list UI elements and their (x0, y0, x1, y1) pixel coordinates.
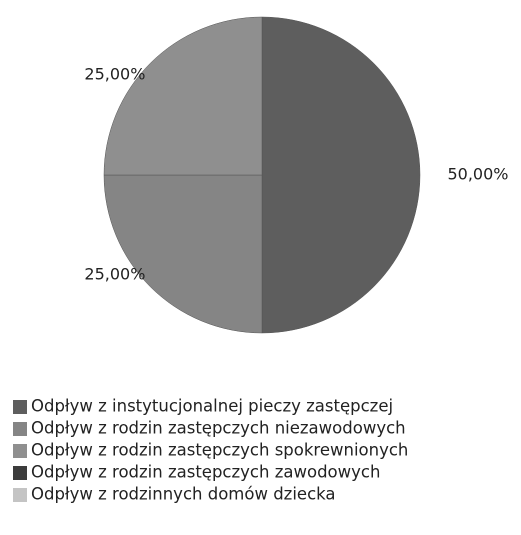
data-label: 25,00% (84, 265, 145, 284)
legend-label: Odpływ z instytucjonalnej pieczy zastępc… (31, 397, 393, 416)
legend-label: Odpływ z rodzin zastępczych zawodowych (31, 463, 380, 482)
data-label: 25,00% (84, 64, 145, 83)
data-label: 50,00% (447, 165, 508, 184)
legend-label: Odpływ z rodzin zastępczych spokrewniony… (31, 441, 408, 460)
legend-label: Odpływ z rodzin zastępczych niezawodowyc… (31, 419, 406, 438)
pie-slice (103, 16, 263, 176)
pie-slice (261, 16, 421, 334)
legend-swatch (13, 444, 27, 458)
pie-slice (103, 174, 263, 334)
legend-swatch (13, 400, 27, 414)
legend-swatch (13, 488, 27, 502)
legend-swatch (13, 466, 27, 480)
legend-swatch (13, 422, 27, 436)
legend-label: Odpływ z rodzinnych domów dziecka (31, 485, 336, 504)
